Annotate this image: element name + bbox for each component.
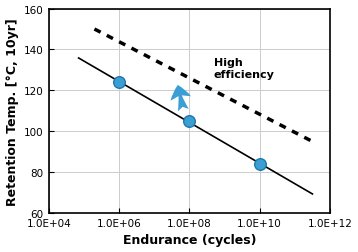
Y-axis label: Retention Temp. [°C, 10yr]: Retention Temp. [°C, 10yr] [6, 18, 19, 205]
Point [187, 119, 192, 123]
X-axis label: Endurance (cycles): Endurance (cycles) [122, 234, 256, 246]
Point [116, 81, 122, 85]
Point [257, 162, 262, 166]
Text: High
efficiency: High efficiency [214, 58, 275, 79]
